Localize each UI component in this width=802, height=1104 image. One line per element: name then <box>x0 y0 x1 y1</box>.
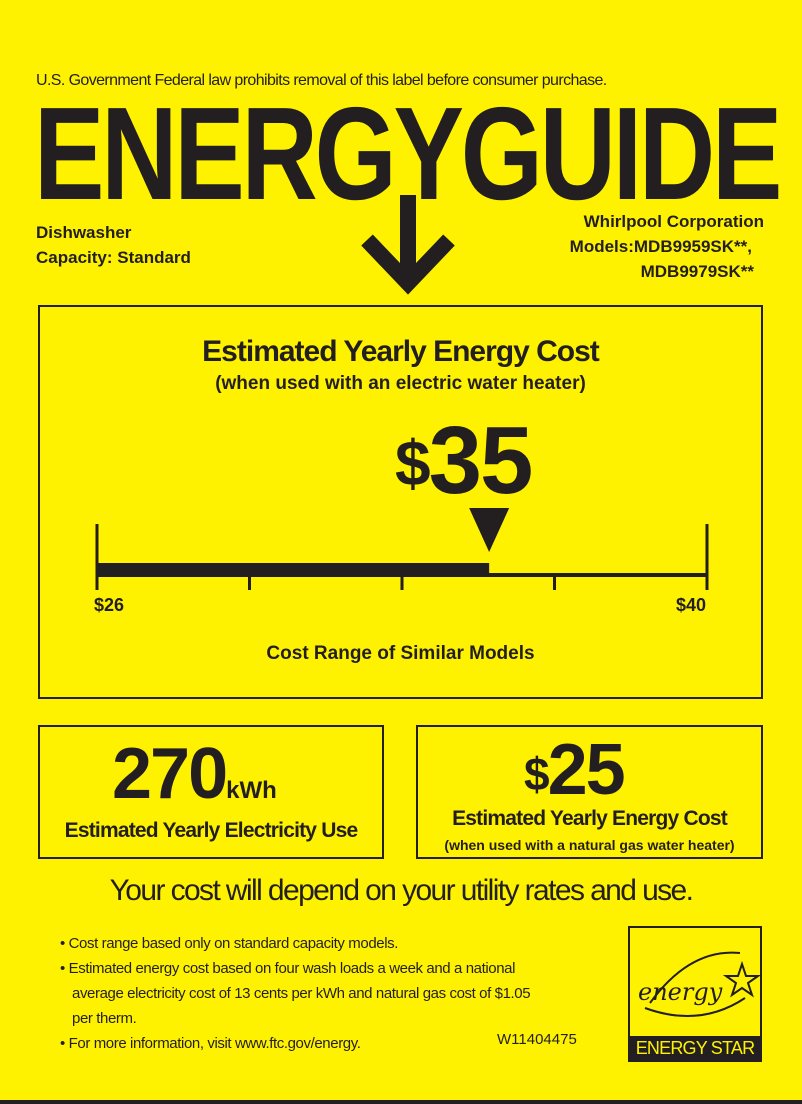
energy-star-icon <box>644 951 760 1017</box>
models-line2: MDB9979SK** <box>640 262 754 281</box>
models-line1: Models:MDB9959SK**, <box>569 237 752 256</box>
energy-star-logo: energy ENERGY STAR <box>628 926 762 1062</box>
manufacturer: Whirlpool Corporation <box>583 212 764 231</box>
down-arrow-icon <box>361 195 455 295</box>
energy-star-text: ENERGY STAR <box>635 1038 755 1058</box>
electricity-value: 270kWh <box>112 734 277 814</box>
gas-cost-sublabel: (when used with a natural gas water heat… <box>444 837 735 853</box>
scale-fill-bar <box>97 563 490 577</box>
gas-cost-panel: $25 Estimated Yearly Energy Cost (when u… <box>416 725 763 859</box>
label-code: W11404475 <box>497 1031 577 1048</box>
federal-notice: U.S. Government Federal law prohibits re… <box>36 72 607 89</box>
footer-headline: Your cost will depend on your utility ra… <box>109 874 694 907</box>
range-caption: Cost Range of Similar Models <box>266 643 535 664</box>
bullet-item: • Estimated energy cost based on four wa… <box>60 960 531 1027</box>
main-cost-value: $35 <box>395 407 533 514</box>
main-cost-subtitle: (when used with an electric water heater… <box>215 373 586 394</box>
electricity-label: Estimated Yearly Electricity Use <box>64 819 359 842</box>
range-min-label: $26 <box>94 595 125 615</box>
bullet-item: • Cost range based only on standard capa… <box>60 935 398 952</box>
appliance-type: Dishwasher <box>36 223 132 242</box>
energy-script: energy <box>638 978 723 1006</box>
cost-marker-triangle <box>469 508 510 552</box>
energyguide-title: ENERGYGUIDE <box>34 80 782 227</box>
gas-cost-label: Estimated Yearly Energy Cost <box>452 807 728 830</box>
bottom-border <box>0 1100 802 1104</box>
electricity-use-panel: 270kWh Estimated Yearly Electricity Use <box>38 725 384 859</box>
gas-cost-value: $25 <box>524 730 626 810</box>
main-cost-title: Estimated Yearly Energy Cost <box>202 335 600 368</box>
bullet-item: • For more information, visit www.ftc.go… <box>60 1035 361 1052</box>
range-max-label: $40 <box>676 595 707 615</box>
cost-range-scale <box>95 508 709 590</box>
main-cost-panel: Estimated Yearly Energy Cost (when used … <box>38 305 763 699</box>
capacity: Capacity: Standard <box>36 248 191 267</box>
